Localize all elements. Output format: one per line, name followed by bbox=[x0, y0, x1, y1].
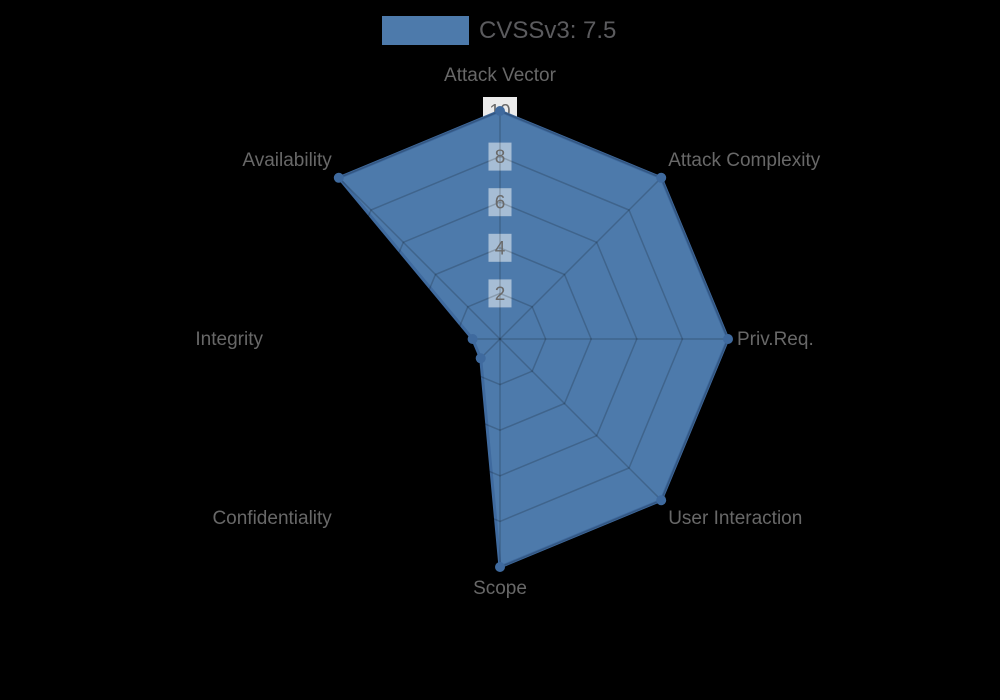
tick-label-8: 8 bbox=[495, 147, 506, 168]
legend-label: CVSSv3: 7.5 bbox=[479, 17, 617, 44]
legend-item[interactable]: CVSSv3: 7.5 bbox=[382, 16, 616, 45]
axis-label-availability: Availability bbox=[242, 150, 332, 171]
tick-backdrop-4 bbox=[488, 233, 512, 262]
axis-label-attack-vector: Attack Vector bbox=[444, 65, 557, 86]
axis-label-integrity: Integrity bbox=[195, 329, 263, 350]
tick-label-6: 6 bbox=[495, 193, 506, 214]
data-point-attack-complexity bbox=[656, 172, 667, 183]
axis-spoke-attack-complexity bbox=[499, 177, 662, 340]
data-point-confidentiality bbox=[475, 353, 486, 364]
data-point-attack-vector bbox=[495, 106, 505, 116]
axis-label-confidentiality: Confidentiality bbox=[212, 508, 332, 529]
data-point-availability bbox=[333, 172, 344, 183]
legend-swatch bbox=[382, 16, 469, 45]
axis-spoke-availability bbox=[338, 177, 501, 340]
grid-ring-8 bbox=[316, 155, 684, 523]
axis-spoke-confidentiality bbox=[338, 338, 501, 501]
tick-backdrop-2 bbox=[488, 279, 512, 308]
axis-label-priv-req: Priv.Req. bbox=[737, 329, 814, 350]
data-point-integrity bbox=[467, 334, 478, 344]
tick-label-4: 4 bbox=[495, 238, 506, 259]
data-point-scope bbox=[495, 562, 505, 572]
data-point-user-interaction bbox=[656, 495, 667, 506]
axis-label-scope: Scope bbox=[473, 578, 527, 599]
grid-ring-2 bbox=[453, 292, 547, 386]
tick-label-2: 2 bbox=[495, 284, 506, 305]
grid-ring-4 bbox=[407, 246, 593, 432]
data-point-priv-req bbox=[723, 334, 733, 344]
grid-ring-6 bbox=[362, 201, 638, 477]
tick-backdrop-6 bbox=[488, 188, 512, 217]
tick-backdrop-8 bbox=[488, 142, 512, 171]
axis-label-user-interaction: User Interaction bbox=[668, 508, 802, 529]
axis-spoke-user-interaction bbox=[499, 338, 662, 501]
axis-label-attack-complexity: Attack Complexity bbox=[668, 150, 821, 171]
